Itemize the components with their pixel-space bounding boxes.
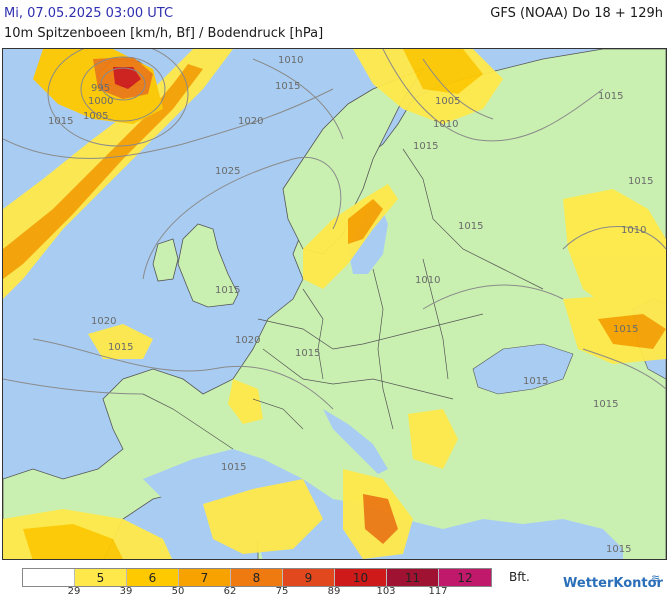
legend-tick: 117 xyxy=(428,586,448,597)
gust-shading xyxy=(3,49,666,559)
legend-cell: 6 xyxy=(127,569,179,586)
isobar-label: 1020 xyxy=(91,316,116,327)
isobar-label: 1015 xyxy=(613,324,638,335)
map-subtitle: 10m Spitzenboeen [km/h, Bf] / Bodendruck… xyxy=(4,26,324,41)
legend-cell: 9 xyxy=(283,569,335,586)
isobar-label: 1020 xyxy=(238,116,263,127)
isobar-label: 1000 xyxy=(88,96,113,107)
isobar-label: 1025 xyxy=(215,166,240,177)
legend-cell: 8 xyxy=(231,569,283,586)
adriatic-sea xyxy=(323,409,388,474)
legend-tick: 75 xyxy=(275,586,289,597)
legend-tick: 50 xyxy=(171,586,185,597)
weather-map[interactable]: 1010 1015 995 1000 1005 1020 1015 1015 1… xyxy=(2,48,667,560)
isobar-label: 1015 xyxy=(221,462,246,473)
gust-color-legend: 5 6 7 8 9 10 11 12 xyxy=(22,568,492,587)
isobar-label: 995 xyxy=(91,83,110,94)
isobar-label: 1015 xyxy=(275,81,300,92)
legend-unit-label: Bft. xyxy=(509,570,530,584)
isobar-label: 1015 xyxy=(598,91,623,102)
legend-cell: 11 xyxy=(387,569,439,586)
isobar-label: 1010 xyxy=(278,55,303,66)
isobar-label: 1015 xyxy=(295,348,320,359)
isobar-label: 1010 xyxy=(621,225,646,236)
legend-cell: 10 xyxy=(335,569,387,586)
legend-tick: 103 xyxy=(376,586,396,597)
legend-tick: 39 xyxy=(119,586,133,597)
black-sea xyxy=(472,343,574,395)
isobar-label: 1020 xyxy=(235,335,260,346)
wetterkontor-logo[interactable]: WetterKontor xyxy=(563,576,663,591)
isobar-label: 1010 xyxy=(433,119,458,130)
valid-datetime: Mi, 07.05.2025 03:00 UTC xyxy=(4,6,174,21)
brand-wave-icon: ≋ xyxy=(651,572,661,585)
model-run-label: GFS (NOAA) Do 18 + 129h xyxy=(490,6,663,21)
isobar-label: 1010 xyxy=(415,275,440,286)
isobar-label: 1015 xyxy=(458,221,483,232)
isobar-label: 1015 xyxy=(523,376,548,387)
legend-tick: 62 xyxy=(223,586,237,597)
isobar-label: 1015 xyxy=(606,544,631,555)
isobar-label: 1015 xyxy=(628,176,653,187)
isobar-label: 1015 xyxy=(413,141,438,152)
isobar-label: 1015 xyxy=(108,342,133,353)
isobars xyxy=(3,49,666,410)
map-canvas: 1010 1015 995 1000 1005 1020 1015 1015 1… xyxy=(3,49,666,559)
legend-cell: 5 xyxy=(75,569,127,586)
legend-cell: 12 xyxy=(439,569,491,586)
legend-cell xyxy=(23,569,75,586)
isobar-label: 1015 xyxy=(593,399,618,410)
country-borders xyxy=(142,148,544,450)
isobar-label: 1015 xyxy=(215,285,240,296)
isobar-labels: 1010 1015 995 1000 1005 1020 1015 1015 1… xyxy=(48,55,653,555)
great-britain xyxy=(177,223,239,308)
legend-tick: 29 xyxy=(67,586,81,597)
legend-cell: 7 xyxy=(179,569,231,586)
legend-tick: 89 xyxy=(327,586,341,597)
isobar-label: 1005 xyxy=(435,96,460,107)
isobar-label: 1005 xyxy=(83,111,108,122)
isobar-label: 1015 xyxy=(48,116,73,127)
ireland xyxy=(152,238,179,282)
